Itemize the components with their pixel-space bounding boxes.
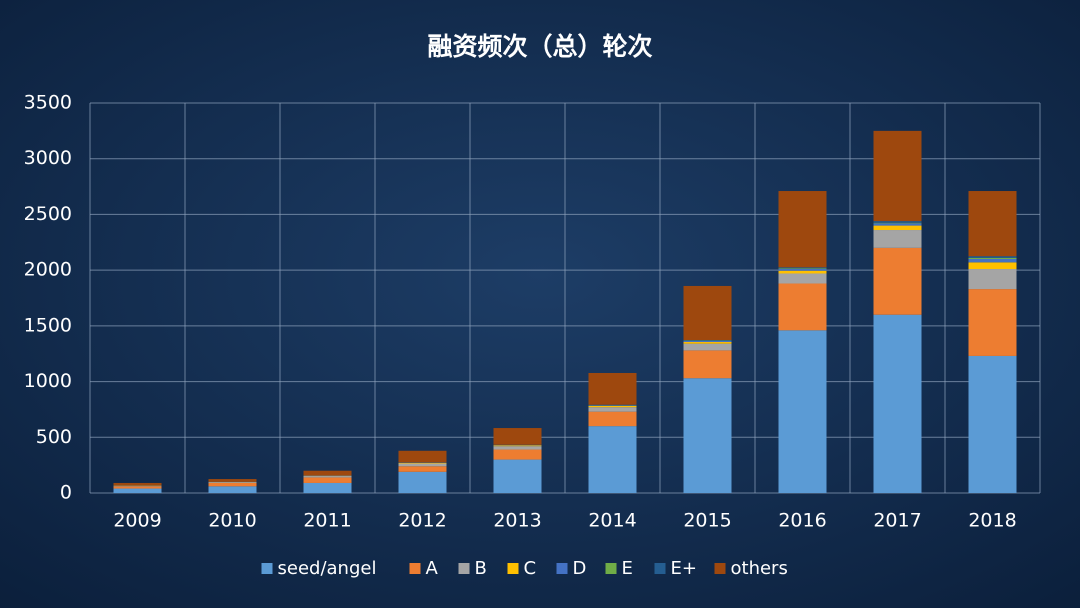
y-tick-label: 3500 bbox=[24, 92, 72, 114]
bar-segment bbox=[873, 314, 922, 493]
legend-swatch bbox=[507, 563, 519, 574]
bar-segment bbox=[968, 257, 1017, 259]
x-tick-label: 2009 bbox=[113, 510, 161, 532]
legend-swatch bbox=[605, 563, 617, 574]
legend-label: D bbox=[573, 558, 587, 579]
bar-segment bbox=[873, 222, 922, 224]
bar-segment bbox=[493, 446, 542, 450]
bar-segment bbox=[493, 428, 542, 445]
legend-label: C bbox=[524, 558, 537, 579]
bar-segment bbox=[493, 445, 542, 447]
legend-label: others bbox=[731, 558, 788, 579]
bar-segment bbox=[398, 466, 447, 472]
bar-segment bbox=[683, 343, 732, 351]
y-tick-label: 500 bbox=[36, 426, 72, 448]
bar-segment bbox=[113, 485, 162, 487]
x-tick-label: 2018 bbox=[968, 510, 1016, 532]
y-tick-label: 0 bbox=[60, 482, 72, 504]
bar-segment bbox=[398, 463, 447, 467]
bar-segment bbox=[303, 482, 352, 493]
bar-segment bbox=[683, 378, 732, 493]
y-tick-label: 1500 bbox=[24, 314, 72, 336]
legend-label: A bbox=[426, 558, 439, 579]
y-tick-label: 2500 bbox=[24, 203, 72, 225]
legend-swatch bbox=[654, 563, 666, 574]
x-tick-label: 2010 bbox=[208, 510, 256, 532]
bar-segment bbox=[968, 259, 1017, 263]
bar-segment bbox=[778, 268, 827, 270]
x-tick-label: 2011 bbox=[303, 510, 351, 532]
bar-segment bbox=[493, 449, 542, 460]
x-tick-label: 2015 bbox=[683, 510, 731, 532]
bar-segment bbox=[303, 476, 352, 478]
bar-segment bbox=[968, 355, 1017, 493]
bar-segment bbox=[493, 459, 542, 493]
bar-segment bbox=[398, 471, 447, 493]
bar-segment bbox=[208, 479, 257, 482]
y-tick-label: 1000 bbox=[24, 370, 72, 392]
legend-label: B bbox=[475, 558, 487, 579]
legend-label: E+ bbox=[671, 558, 697, 579]
bar-segment bbox=[113, 488, 162, 493]
bar-segment bbox=[873, 130, 922, 222]
legend-swatch bbox=[261, 563, 273, 574]
bar-segment bbox=[683, 350, 732, 379]
bar-segment bbox=[588, 407, 637, 412]
bar-segment bbox=[588, 411, 637, 427]
bar-segment bbox=[778, 191, 827, 268]
x-tick-label: 2012 bbox=[398, 510, 446, 532]
bar-segment bbox=[873, 223, 922, 226]
bar-segment bbox=[303, 470, 352, 476]
legend-swatch bbox=[409, 563, 421, 574]
chart-title: 融资频次（总）轮次 bbox=[427, 32, 652, 61]
bar-segment bbox=[778, 267, 827, 269]
bar-segment bbox=[683, 340, 732, 343]
bar-segment bbox=[208, 482, 257, 483]
bar-segment bbox=[873, 225, 922, 231]
legend-label: E bbox=[622, 558, 633, 579]
bar-segment bbox=[968, 262, 1017, 270]
bar-segment bbox=[778, 283, 827, 331]
legend-swatch bbox=[556, 563, 568, 574]
legend-swatch bbox=[458, 563, 470, 574]
bar-segment bbox=[208, 486, 257, 493]
bar-segment bbox=[398, 450, 447, 463]
bar-segment bbox=[778, 270, 827, 274]
bar-segment bbox=[778, 269, 827, 271]
bar-segment bbox=[683, 340, 732, 341]
bar-segment bbox=[303, 477, 352, 483]
bar-segment bbox=[113, 486, 162, 489]
x-tick-label: 2014 bbox=[588, 510, 636, 532]
bar-segment bbox=[588, 372, 637, 405]
legend-swatch bbox=[714, 563, 726, 574]
bar-segment bbox=[588, 426, 637, 493]
bar-segment bbox=[683, 285, 732, 341]
bar-segment bbox=[873, 247, 922, 315]
bar-segment bbox=[683, 342, 732, 344]
x-tick-label: 2016 bbox=[778, 510, 826, 532]
bar-segment bbox=[968, 289, 1017, 356]
bar-segment bbox=[873, 221, 922, 223]
y-tick-label: 2000 bbox=[24, 259, 72, 281]
bar-segment bbox=[588, 405, 637, 406]
bar-segment bbox=[778, 273, 827, 284]
bar-segment bbox=[113, 482, 162, 486]
legend-label: seed/angel bbox=[278, 558, 377, 579]
bar-segment bbox=[968, 269, 1017, 290]
bar-segment bbox=[398, 462, 447, 464]
bar-segment bbox=[208, 482, 257, 487]
bar-segment bbox=[588, 405, 637, 408]
bar-segment bbox=[968, 191, 1017, 257]
x-tick-label: 2013 bbox=[493, 510, 541, 532]
y-tick-label: 3000 bbox=[24, 147, 72, 169]
bar-segment bbox=[778, 330, 827, 493]
x-tick-label: 2017 bbox=[873, 510, 921, 532]
bar-segment bbox=[968, 256, 1017, 258]
bar-segment bbox=[873, 230, 922, 248]
